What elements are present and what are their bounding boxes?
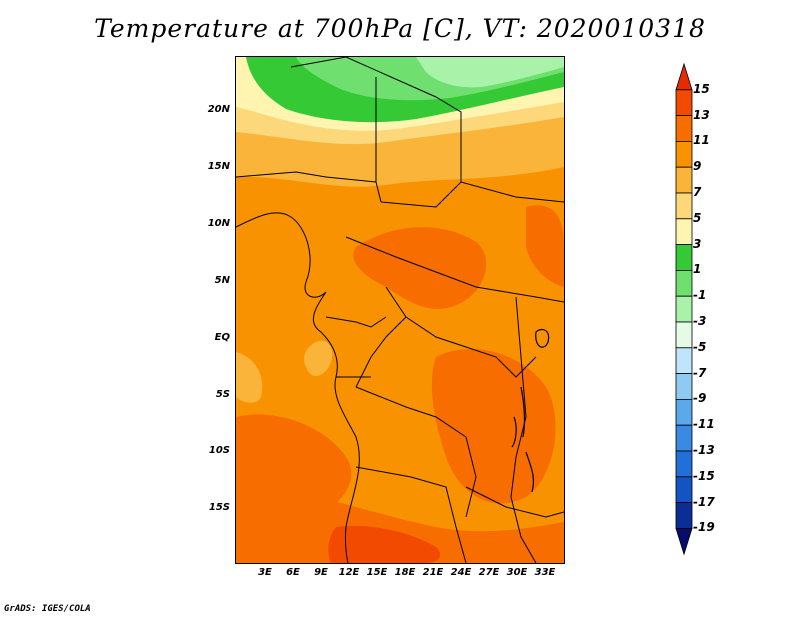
colorbar-label: 1 (693, 262, 702, 277)
warm-band-south (236, 487, 564, 563)
colorbar-swatch (675, 218, 693, 246)
colorbar-swatch (675, 347, 693, 374)
lat-label: 5N (214, 275, 230, 286)
field-m3-m1 (416, 57, 564, 88)
cool-patch-west (236, 352, 263, 403)
lon-label: 18E (394, 567, 416, 578)
colorbar-label: -15 (693, 468, 715, 483)
colorbar-swatch (675, 115, 693, 142)
colorbar-label: 9 (693, 159, 702, 174)
colorbar-label: 13 (693, 107, 710, 122)
colorbar-swatch (675, 192, 693, 220)
colorbar-label: 15 (693, 81, 710, 96)
lon-label: 27E (478, 567, 500, 578)
colorbar-label: -1 (693, 288, 707, 303)
lat-label: 15S (208, 502, 230, 513)
colorbar-swatch (675, 62, 693, 91)
lat-label: 5S (215, 389, 230, 400)
lon-label: 21E (422, 567, 444, 578)
temperature-field (236, 57, 564, 563)
colorbar-swatch (675, 269, 693, 297)
lat-label: 10S (208, 445, 230, 456)
colorbar-label: 7 (693, 185, 702, 199)
colorbar-label: -13 (693, 443, 715, 457)
lon-label: 33E (534, 567, 556, 578)
colorbar-label: -17 (693, 494, 715, 509)
colorbar-swatch (675, 166, 693, 194)
colorbar-swatch (675, 527, 693, 556)
colorbar-label: -9 (693, 391, 707, 406)
colorbar-swatch (675, 89, 693, 116)
colorbar-swatch (675, 502, 693, 529)
country-borders (236, 57, 564, 563)
lon-label: 15E (366, 567, 388, 578)
colorbar-swatch (675, 450, 693, 478)
warm-patch-southeast (431, 348, 556, 504)
colorbar-label: 5 (693, 210, 702, 225)
colorbar-swatch (675, 424, 693, 452)
colorbar-label: -19 (693, 520, 715, 535)
lon-label: 3E (258, 567, 272, 578)
warm-patch-central (353, 227, 487, 309)
lat-label: 10N (207, 218, 230, 229)
lon-label: 6E (286, 567, 300, 578)
colorbar-swatch (675, 244, 693, 271)
colorbar-swatch (675, 398, 693, 426)
lat-label: 15N (207, 161, 230, 172)
colorbar (675, 62, 693, 556)
colorbar-label: -5 (693, 339, 707, 354)
lat-label: 20N (207, 104, 230, 115)
chart-title: Temperature at 700hPa [C], VT: 202001031… (94, 14, 706, 43)
cool-patch-coast (304, 340, 333, 377)
lat-label: EQ (214, 332, 230, 343)
lon-label: 9E (314, 567, 328, 578)
colorbar-swatch (675, 295, 693, 323)
colorbar-swatch (675, 321, 693, 349)
hot-patch-south (328, 525, 441, 563)
colorbar-label: -7 (693, 365, 707, 380)
colorbar-swatch (675, 373, 693, 400)
temperature-map (235, 56, 565, 564)
colorbar-swatch (675, 141, 693, 168)
lon-label: 12E (338, 567, 360, 578)
colorbar-swatch (675, 476, 693, 503)
colorbar-label: -11 (693, 417, 715, 432)
grads-credit: GrADS: IGES/COLA (4, 604, 91, 614)
colorbar-label: 3 (693, 236, 702, 251)
lon-label: 30E (506, 567, 528, 578)
lon-label: 24E (450, 567, 472, 578)
colorbar-label: 11 (693, 133, 710, 148)
lake-outlines (511, 328, 550, 493)
colorbar-label: -3 (693, 314, 707, 328)
warm-patch-east (526, 205, 564, 287)
